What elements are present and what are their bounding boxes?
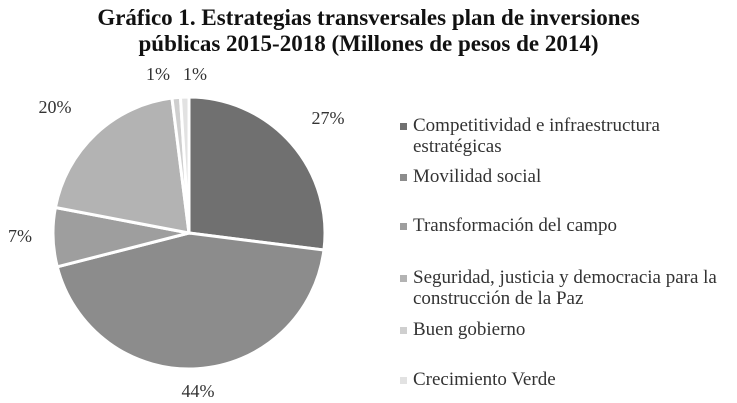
legend-marker xyxy=(400,275,407,282)
slice-data-label: 27% xyxy=(312,108,345,128)
slice-data-label: 7% xyxy=(8,226,32,246)
legend-label: Competitividad e infraestructura estraté… xyxy=(413,115,660,157)
legend-label: Crecimiento Verde xyxy=(413,369,556,390)
legend-marker xyxy=(400,174,407,181)
legend-marker xyxy=(400,377,407,384)
legend-label: Seguridad, justicia y democracia para la… xyxy=(413,267,717,309)
pie-slice xyxy=(187,95,327,252)
pie-slice xyxy=(55,231,326,371)
legend-marker xyxy=(400,327,407,334)
legend-marker xyxy=(400,223,407,230)
slice-data-label: 1% xyxy=(183,64,207,84)
slice-data-label: 20% xyxy=(39,97,72,117)
pie-slice xyxy=(53,96,191,235)
pie-slice xyxy=(178,95,191,234)
slice-data-label: 1% xyxy=(146,64,170,84)
slice-data-label: 44% xyxy=(182,381,215,401)
chart-title-line-2: públicas 2015-2018 (Millones de pesos de… xyxy=(138,31,599,56)
legend-marker xyxy=(400,123,407,130)
legend-label: Movilidad social xyxy=(413,166,542,187)
legend-label: Buen gobierno xyxy=(413,319,526,340)
chart-title-line-1: Gráfico 1. Estrategias transversales pla… xyxy=(97,5,640,30)
legend-label: Transformación del campo xyxy=(413,215,618,236)
